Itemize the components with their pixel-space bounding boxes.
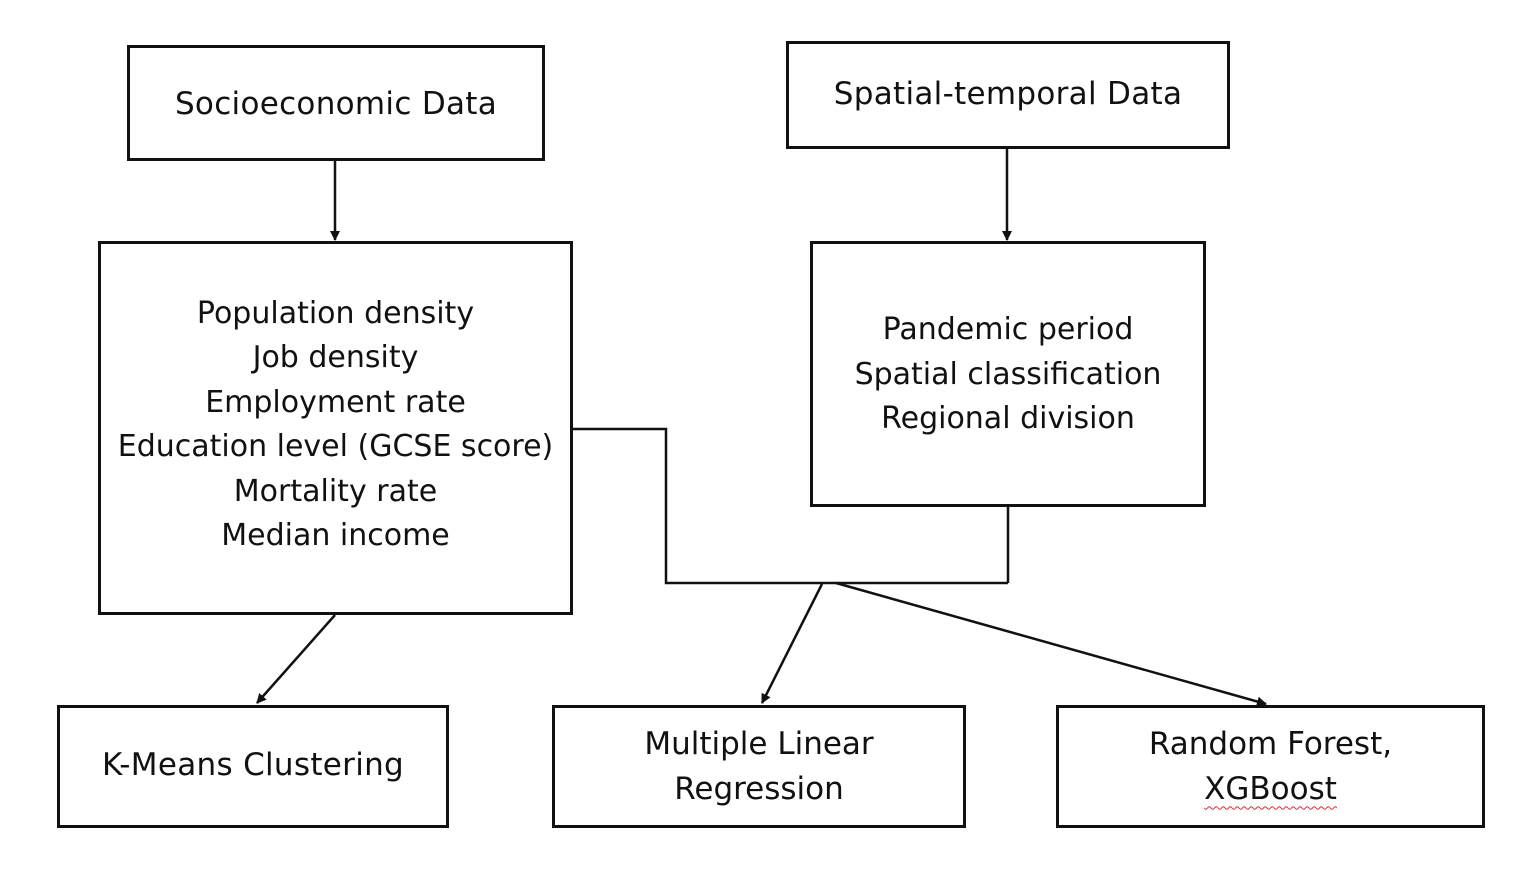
mlr-label-line1: Multiple Linear (644, 725, 874, 762)
kmeans-clustering-label: K-Means Clustering (101, 746, 405, 783)
socioeconomic-data-box: Socioeconomic Data (127, 45, 545, 161)
arrow-merge-to-mlr (760, 583, 824, 704)
variable-median-income: Median income (221, 518, 450, 553)
multiple-linear-regression-box: Multiple Linear Regression (552, 705, 966, 828)
rf-label-line1: Random Forest, (1148, 725, 1393, 762)
variable-regional-division: Regional division (881, 401, 1135, 437)
spatial-temporal-data-title: Spatial-temporal Data (833, 76, 1183, 112)
variable-job-density: Job density (252, 340, 419, 375)
variable-population-density: Population density (196, 295, 475, 331)
arrow-socio-to-kmeans (256, 614, 336, 704)
variable-education-level: Education level (GCSE score) (117, 429, 554, 464)
xgboost-label: XGBoost (1204, 770, 1337, 807)
arrow-merge-to-rf (835, 581, 1267, 707)
variable-pandemic-period: Pandemic period (882, 312, 1134, 348)
spatial-temporal-data-box: Spatial-temporal Data (786, 41, 1230, 149)
spatial-temporal-variables-box: Pandemic period Spatial classification R… (810, 241, 1206, 507)
variable-spatial-classification: Spatial classification (854, 356, 1162, 392)
variable-mortality-rate: Mortality rate (233, 473, 438, 509)
variable-employment-rate: Employment rate (205, 384, 466, 420)
socioeconomic-data-title: Socioeconomic Data (174, 86, 498, 122)
socioeconomic-variables-box: Population density Job density Employmen… (98, 241, 573, 615)
random-forest-xgboost-box: Random Forest, XGBoost (1056, 705, 1485, 828)
mlr-label-line2: Regression (674, 770, 844, 807)
kmeans-clustering-box: K-Means Clustering (57, 705, 449, 828)
